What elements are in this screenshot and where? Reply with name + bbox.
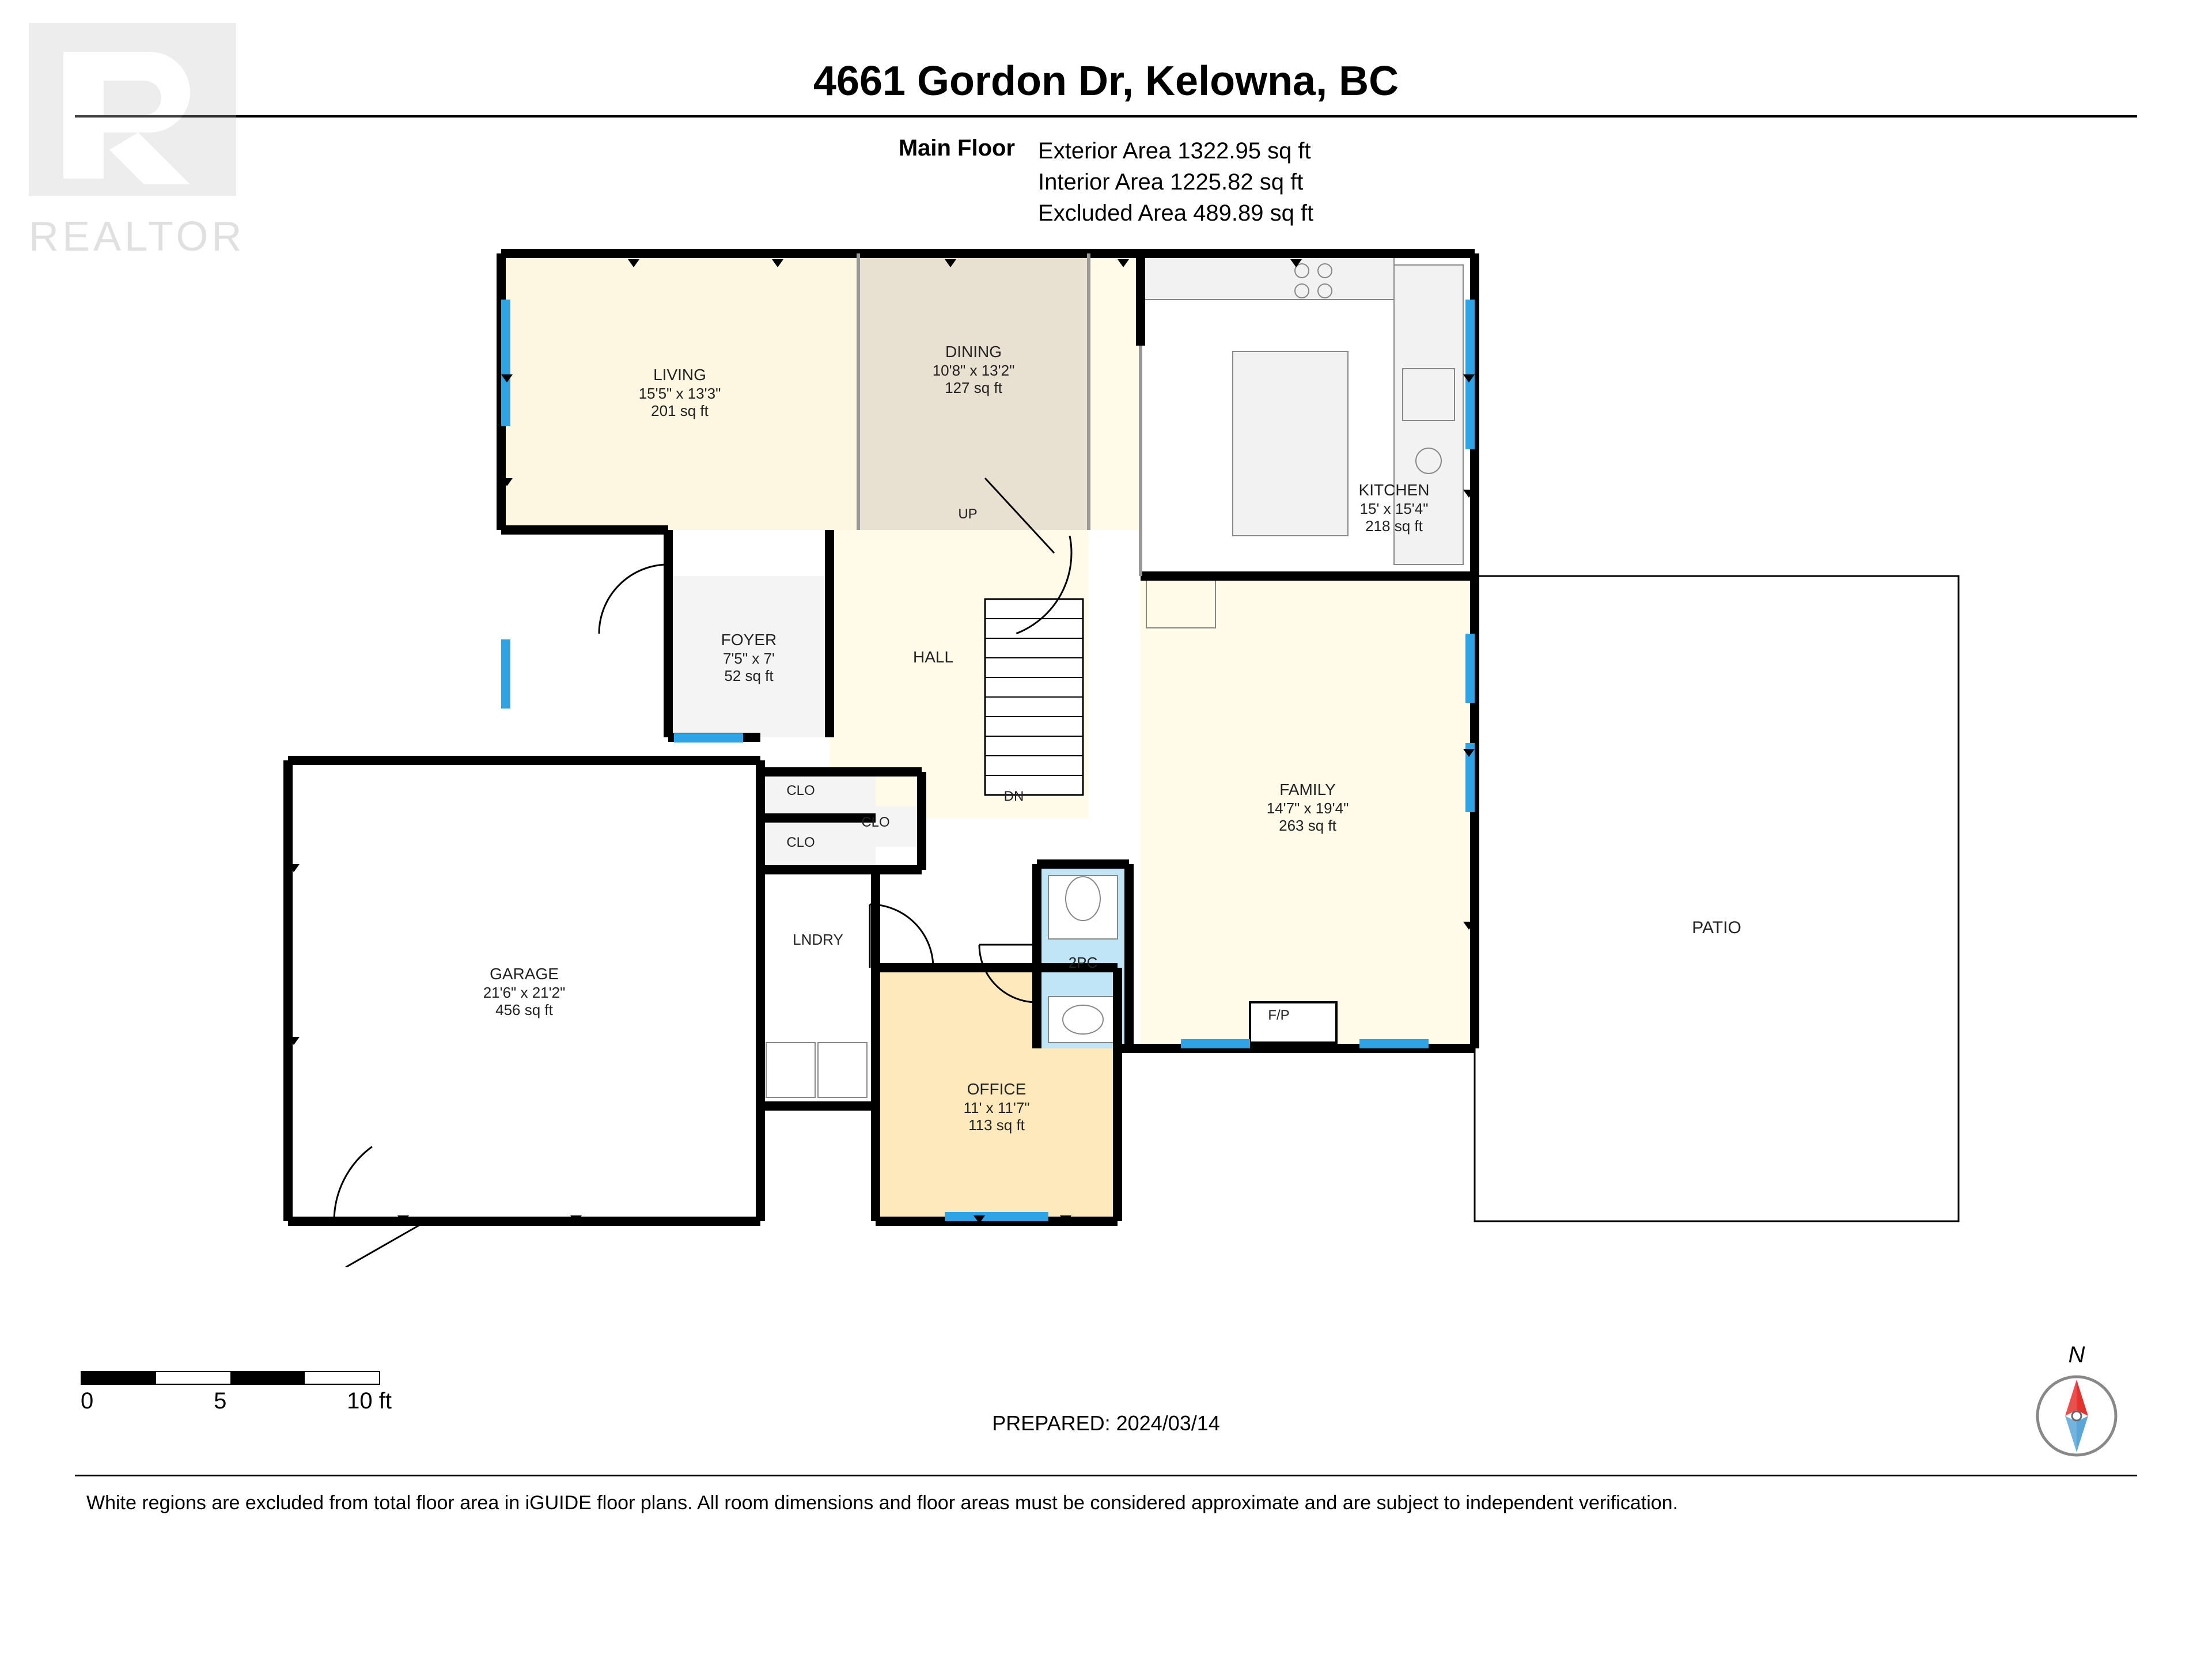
bottom-rule — [75, 1475, 2137, 1476]
scale-5: 5 — [214, 1388, 226, 1414]
scale-bar: 0 5 10 ft — [81, 1371, 392, 1414]
svg-text:7'5" x 7': 7'5" x 7' — [723, 650, 775, 667]
prepared-date: PREPARED: 2024/03/14 — [0, 1411, 2212, 1435]
realtor-watermark: REALTOR — [29, 23, 248, 260]
watermark-text: REALTOR — [29, 213, 248, 260]
compass-n: N — [2033, 1342, 2120, 1368]
area-values: Exterior Area 1322.95 sq ft Interior Are… — [1038, 135, 1313, 229]
compass: N — [2033, 1342, 2120, 1462]
svg-text:113 sq ft: 113 sq ft — [968, 1116, 1025, 1134]
svg-text:CLO: CLO — [861, 815, 889, 830]
svg-text:456 sq ft: 456 sq ft — [495, 1001, 554, 1018]
svg-text:201 sq ft: 201 sq ft — [651, 402, 709, 419]
scale-0: 0 — [81, 1388, 93, 1414]
scale-10: 10 ft — [347, 1388, 392, 1414]
svg-text:F/P: F/P — [1268, 1007, 1289, 1023]
svg-text:218 sq ft: 218 sq ft — [1365, 517, 1423, 535]
svg-text:OFFICE: OFFICE — [967, 1080, 1027, 1098]
svg-text:LNDRY: LNDRY — [793, 931, 843, 948]
svg-text:15'5" x 13'3": 15'5" x 13'3" — [639, 385, 721, 402]
svg-text:KITCHEN: KITCHEN — [1359, 481, 1430, 499]
excluded-area: Excluded Area 489.89 sq ft — [1038, 198, 1313, 229]
scale-numbers: 0 5 10 ft — [81, 1388, 392, 1414]
svg-text:DINING: DINING — [945, 343, 1002, 361]
svg-text:HALL: HALL — [913, 648, 953, 666]
svg-text:FAMILY: FAMILY — [1279, 781, 1336, 798]
scale-segments — [81, 1371, 380, 1385]
svg-text:11' x 11'7": 11' x 11'7" — [963, 1099, 1029, 1116]
svg-text:2PC: 2PC — [1069, 954, 1098, 971]
svg-text:LIVING: LIVING — [653, 366, 706, 384]
svg-text:GARAGE: GARAGE — [490, 965, 559, 983]
svg-text:CLO: CLO — [786, 835, 815, 850]
svg-text:263 sq ft: 263 sq ft — [1279, 817, 1337, 834]
title-rule — [75, 115, 2137, 118]
svg-text:52 sq ft: 52 sq ft — [724, 667, 774, 684]
svg-text:CLO: CLO — [786, 783, 815, 798]
svg-text:10'8" x 13'2": 10'8" x 13'2" — [933, 362, 1015, 379]
exterior-area: Exterior Area 1322.95 sq ft — [1038, 135, 1313, 166]
floor-label: Main Floor — [899, 135, 1015, 229]
svg-text:21'6" x 21'2": 21'6" x 21'2" — [483, 984, 566, 1001]
floor-plan: LIVING15'5" x 13'3"201 sq ft DINING10'8" … — [230, 230, 2016, 1267]
svg-text:DN: DN — [1004, 789, 1024, 804]
svg-text:127 sq ft: 127 sq ft — [945, 379, 1003, 396]
svg-text:14'7" x 19'4": 14'7" x 19'4" — [1267, 800, 1349, 817]
svg-text:UP: UP — [958, 506, 977, 522]
interior-area: Interior Area 1225.82 sq ft — [1038, 166, 1313, 198]
disclaimer-text: White regions are excluded from total fl… — [86, 1492, 1678, 1514]
page-title: 4661 Gordon Dr, Kelowna, BC — [0, 58, 2212, 105]
compass-icon — [2033, 1373, 2120, 1459]
floor-info: Main Floor Exterior Area 1322.95 sq ft I… — [0, 135, 2212, 229]
svg-text:15' x 15'4": 15' x 15'4" — [1360, 500, 1429, 517]
svg-text:FOYER: FOYER — [721, 631, 777, 649]
svg-text:PATIO: PATIO — [1692, 918, 1741, 937]
